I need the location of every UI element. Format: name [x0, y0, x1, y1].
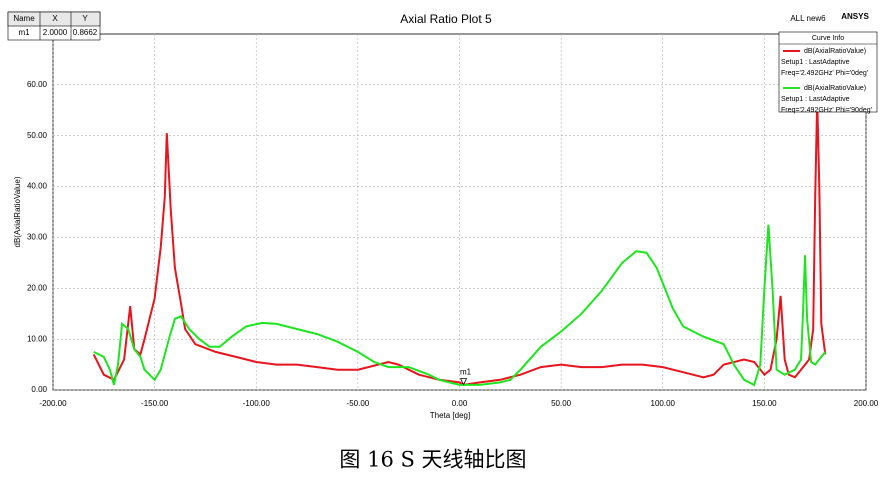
table-header: Y [82, 14, 88, 23]
x-tick-label: 50.00 [551, 399, 572, 408]
marker-label: m1 [460, 368, 472, 377]
legend-label: dB(AxialRatioValue) [804, 48, 866, 55]
x-tick-label: 200.00 [854, 399, 879, 408]
y-tick-label: 30.00 [27, 233, 48, 242]
x-axis-label: Theta [deg] [430, 411, 470, 420]
y-tick-label: 0.00 [31, 385, 47, 394]
y-tick-label: 20.00 [27, 283, 48, 292]
x-tick-label: -50.00 [347, 399, 370, 408]
table-header: X [52, 14, 58, 23]
table-cell: 2.0000 [43, 28, 68, 37]
legend-freq: Freq='2.492GHz' Phi='90deg' [781, 107, 872, 114]
marker-symbol [459, 378, 468, 386]
chart-background [0, 0, 890, 430]
caption: 图 16 S 天线轴比图 [339, 448, 526, 472]
brand: ANSYS [841, 12, 869, 21]
y-tick-label: 40.00 [27, 182, 48, 191]
table-cell: m1 [18, 28, 30, 37]
x-tick-label: -100.00 [243, 399, 271, 408]
legend-setup: Setup1 : LastAdaptive [781, 96, 850, 103]
y-tick-label: 10.00 [27, 334, 48, 343]
legend-box [778, 31, 878, 113]
legend-setup: Setup1 : LastAdaptive [781, 59, 850, 66]
x-tick-label: -200.00 [39, 399, 67, 408]
x-tick-label: 150.00 [752, 399, 777, 408]
top-right-label: ALL new6 [790, 14, 826, 23]
x-tick-label: -150.00 [141, 399, 169, 408]
y-tick-label: 50.00 [27, 131, 48, 140]
x-tick-label: 0.00 [452, 399, 468, 408]
legend-title: Curve Info [812, 35, 844, 42]
legend-freq: Freq='2.492GHz' Phi='0deg' [781, 70, 868, 77]
table-cell: 0.8662 [73, 28, 98, 37]
legend-label: dB(AxialRatioValue) [804, 85, 866, 92]
series-line [92, 100, 827, 386]
marker-table-header [7, 11, 101, 27]
table-header: Name [13, 14, 35, 23]
chart-title: Axial Ratio Plot 5 [400, 12, 492, 26]
series-line [93, 224, 827, 387]
x-tick-label: 100.00 [651, 399, 676, 408]
y-tick-label: 60.00 [27, 80, 48, 89]
y-axis-label: dB(AxialRatioValue) [13, 176, 22, 247]
